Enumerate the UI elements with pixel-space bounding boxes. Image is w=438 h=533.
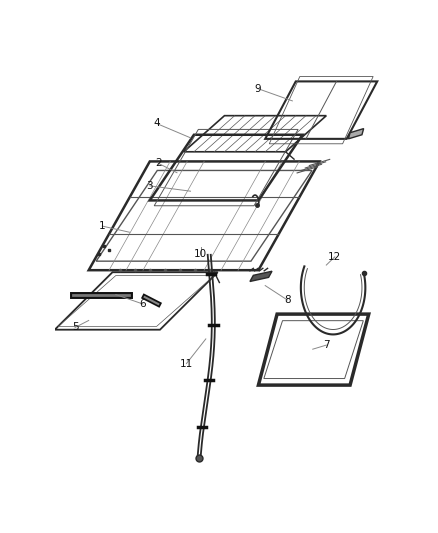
Text: 3: 3 xyxy=(146,181,153,191)
Polygon shape xyxy=(348,128,364,139)
Text: 9: 9 xyxy=(254,84,261,94)
Text: 4: 4 xyxy=(153,118,160,128)
Text: 7: 7 xyxy=(323,340,330,350)
Text: 2: 2 xyxy=(155,158,162,168)
Text: 5: 5 xyxy=(72,322,78,333)
Text: 1: 1 xyxy=(99,221,106,231)
Polygon shape xyxy=(250,271,272,281)
Text: 12: 12 xyxy=(328,252,342,262)
Text: 6: 6 xyxy=(140,299,146,309)
Text: 10: 10 xyxy=(194,248,207,259)
Text: 8: 8 xyxy=(284,295,290,305)
Text: 11: 11 xyxy=(180,359,193,368)
